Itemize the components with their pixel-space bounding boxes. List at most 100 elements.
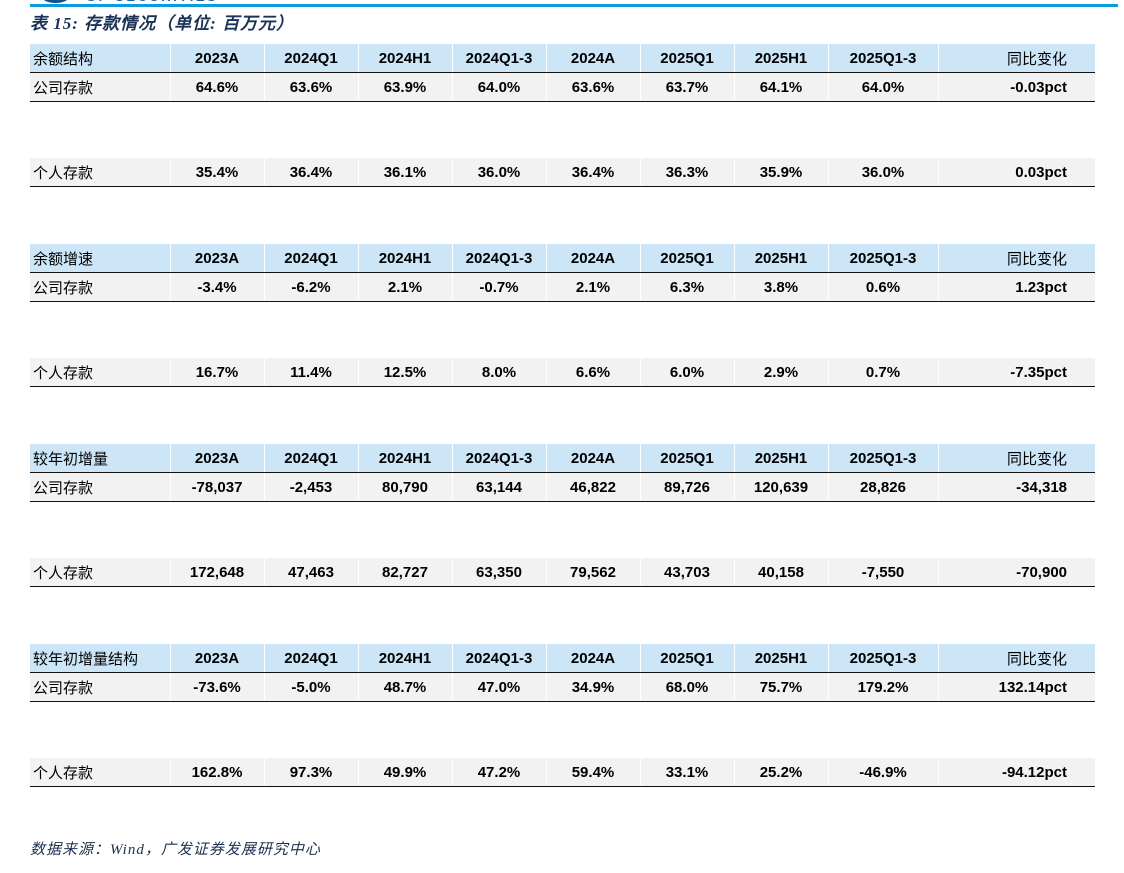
row-label: 个人存款	[30, 158, 170, 187]
value-cell: -7.35pct	[937, 358, 1095, 387]
value-cell: 25.2%	[733, 758, 828, 787]
value-cell: 2.1%	[357, 272, 452, 302]
value-cell: 63.6%	[263, 72, 358, 102]
value-cell: 97.3%	[263, 758, 358, 787]
data-source: 数据来源：Wind，广发证券发展研究中心	[30, 842, 321, 858]
column-header: 2025Q1-3	[827, 444, 938, 473]
header-accent-rule	[30, 4, 1118, 7]
column-header: 2024A	[545, 44, 640, 73]
value-cell: 132.14pct	[937, 672, 1095, 702]
value-cell: 179.2%	[827, 672, 938, 702]
column-header: 2024A	[545, 444, 640, 473]
value-cell: 36.4%	[545, 158, 640, 187]
column-header: 同比变化	[937, 444, 1095, 473]
value-cell: -78,037	[169, 472, 264, 502]
column-header: 2023A	[169, 644, 264, 673]
value-cell: 6.0%	[639, 358, 734, 387]
value-cell: 43,703	[639, 558, 734, 587]
value-cell: 6.6%	[545, 358, 640, 387]
value-cell: -5.0%	[263, 672, 358, 702]
value-cell: -73.6%	[169, 672, 264, 702]
row-gap	[30, 501, 1095, 558]
column-header: 2024A	[545, 644, 640, 673]
column-header: 2025Q1	[639, 44, 734, 73]
value-cell: 59.4%	[545, 758, 640, 787]
value-cell: 0.7%	[827, 358, 938, 387]
value-cell: 1.23pct	[937, 272, 1095, 302]
deposit-table: 余额结构 2023A 2024Q1 2024H1 2024Q1-3 2024A 2025Q1…	[30, 44, 1095, 844]
gf-logo-fragment: GF SECURITIES	[30, 0, 220, 4]
value-cell: -70,900	[937, 558, 1095, 587]
column-header: 2025H1	[733, 644, 828, 673]
value-cell: 64.6%	[169, 72, 264, 102]
value-cell: 63.9%	[357, 72, 452, 102]
value-cell: 36.1%	[357, 158, 452, 187]
value-cell: 35.4%	[169, 158, 264, 187]
column-header: 2023A	[169, 244, 264, 273]
value-cell: 2.9%	[733, 358, 828, 387]
section-table: 较年初增量 2023A 2024Q1 2024H1 2024Q1-3 2024A 2025Q…	[30, 444, 1095, 587]
column-header: 2025Q1	[639, 444, 734, 473]
value-cell: 16.7%	[169, 358, 264, 387]
column-header: 2025Q1	[639, 244, 734, 273]
value-cell: 120,639	[733, 472, 828, 502]
column-header: 2024H1	[357, 44, 452, 73]
row-label: 公司存款	[30, 272, 170, 302]
column-header: 2024Q1	[263, 244, 358, 273]
value-cell: 63,350	[451, 558, 546, 587]
value-cell: 64.1%	[733, 72, 828, 102]
value-cell: 48.7%	[357, 672, 452, 702]
column-header: 2024Q1-3	[451, 44, 546, 73]
value-cell: 79,562	[545, 558, 640, 587]
row-gap	[30, 701, 1095, 758]
column-header: 2024Q1-3	[451, 244, 546, 273]
column-header: 同比变化	[937, 644, 1095, 673]
value-cell: 3.8%	[733, 272, 828, 302]
value-cell: 0.03pct	[937, 158, 1095, 187]
section-table: 较年初增量结构 2023A 2024Q1 2024H1 2024Q1-3 2024A 202…	[30, 644, 1095, 787]
value-cell: 47.2%	[451, 758, 546, 787]
table-row: 公司存款 -78,037 -2,453 80,790 63,144 46,822 89,72…	[30, 472, 1095, 502]
gf-logo-text: GF SECURITIES	[86, 0, 218, 4]
value-cell: 34.9%	[545, 672, 640, 702]
value-cell: 36.0%	[451, 158, 546, 187]
value-cell: 68.0%	[639, 672, 734, 702]
column-header: 2024Q1	[263, 44, 358, 73]
section-table: 余额结构 2023A 2024Q1 2024H1 2024Q1-3 2024A 2025Q1…	[30, 44, 1095, 187]
value-cell: -2,453	[263, 472, 358, 502]
row-label: 公司存款	[30, 672, 170, 702]
value-cell: 80,790	[357, 472, 452, 502]
row-label: 公司存款	[30, 472, 170, 502]
row-label: 个人存款	[30, 358, 170, 387]
column-header: 同比变化	[937, 244, 1095, 273]
column-header: 2025H1	[733, 44, 828, 73]
section-header-row: 余额增速 2023A 2024Q1 2024H1 2024Q1-3 2024A 2025Q1…	[30, 244, 1095, 273]
section-label: 较年初增量结构	[30, 644, 170, 673]
column-header: 2024H1	[357, 244, 452, 273]
value-cell: 11.4%	[263, 358, 358, 387]
table-row: 公司存款 -73.6% -5.0% 48.7% 47.0% 34.9% 68.0% 75.7%…	[30, 672, 1095, 702]
column-header: 2025Q1-3	[827, 644, 938, 673]
column-header: 2024Q1	[263, 644, 358, 673]
value-cell: 82,727	[357, 558, 452, 587]
value-cell: 63,144	[451, 472, 546, 502]
value-cell: 33.1%	[639, 758, 734, 787]
value-cell: 64.0%	[827, 72, 938, 102]
value-cell: 28,826	[827, 472, 938, 502]
value-cell: 63.7%	[639, 72, 734, 102]
row-label: 个人存款	[30, 558, 170, 587]
column-header: 2025H1	[733, 244, 828, 273]
table-row: 公司存款 64.6% 63.6% 63.9% 64.0% 63.6% 63.7% 64.1% 6…	[30, 72, 1095, 102]
value-cell: 12.5%	[357, 358, 452, 387]
section-table: 余额增速 2023A 2024Q1 2024H1 2024Q1-3 2024A 2025Q1…	[30, 244, 1095, 387]
row-label: 公司存款	[30, 72, 170, 102]
value-cell: -0.03pct	[937, 72, 1095, 102]
value-cell: 63.6%	[545, 72, 640, 102]
column-header: 2025Q1-3	[827, 44, 938, 73]
value-cell: -6.2%	[263, 272, 358, 302]
row-label: 个人存款	[30, 758, 170, 787]
column-header: 同比变化	[937, 44, 1095, 73]
table-row: 公司存款 -3.4% -6.2% 2.1% -0.7% 2.1% 6.3% 3.8% 0.6% 1…	[30, 272, 1095, 302]
section-header-row: 余额结构 2023A 2024Q1 2024H1 2024Q1-3 2024A 2025Q1…	[30, 44, 1095, 73]
